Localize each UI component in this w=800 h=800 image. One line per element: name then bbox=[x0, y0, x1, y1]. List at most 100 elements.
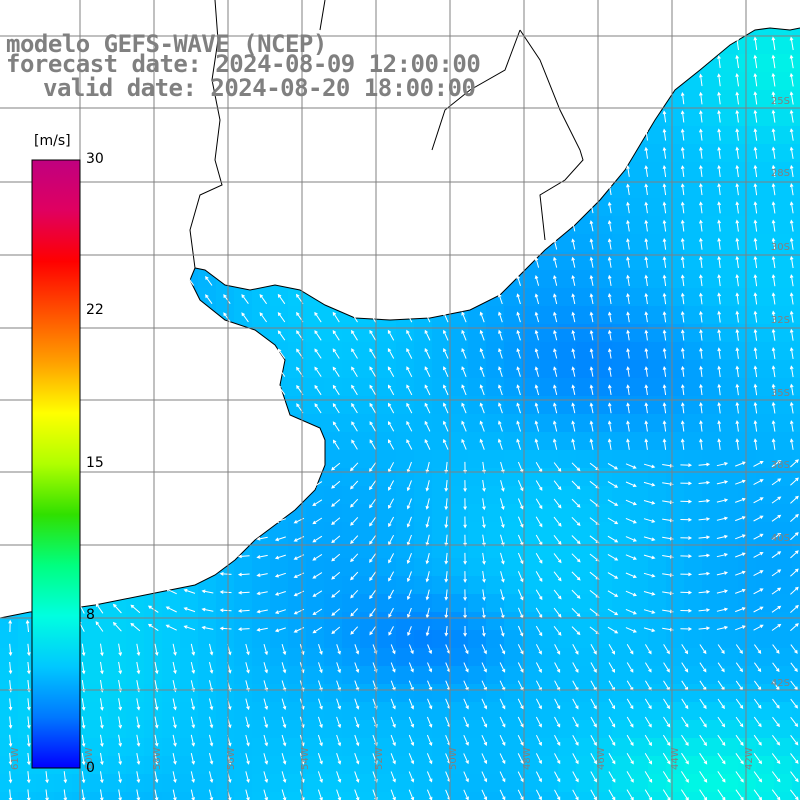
speed-cell bbox=[234, 558, 253, 577]
speed-cell bbox=[684, 576, 703, 595]
wind-arrow bbox=[790, 753, 799, 764]
wind-arrow bbox=[461, 366, 467, 377]
wind-arrow bbox=[717, 347, 722, 359]
speed-cell bbox=[558, 576, 577, 595]
wind-arrow bbox=[461, 347, 467, 359]
wind-arrow bbox=[183, 607, 196, 613]
wind-arrow bbox=[26, 771, 31, 784]
speed-cell bbox=[792, 504, 800, 523]
wind-arrow bbox=[553, 274, 558, 286]
speed-cell bbox=[756, 324, 775, 343]
wind-arrow bbox=[406, 571, 412, 583]
wind-arrow bbox=[789, 420, 794, 432]
wind-arrow bbox=[590, 662, 597, 673]
speed-cell bbox=[540, 504, 559, 523]
wind-arrow bbox=[498, 402, 503, 414]
wind-arrow bbox=[772, 662, 780, 673]
wind-arrow bbox=[390, 716, 396, 729]
wind-arrow bbox=[590, 716, 597, 728]
speed-cell bbox=[720, 666, 739, 685]
speed-cell bbox=[360, 450, 379, 469]
wind-arrow bbox=[608, 716, 616, 728]
speed-cell bbox=[612, 774, 631, 793]
wind-arrow bbox=[789, 310, 794, 323]
speed-cell bbox=[522, 414, 541, 433]
colorbar-tick-15: 15 bbox=[86, 455, 104, 471]
speed-cell bbox=[612, 720, 631, 739]
speed-cell bbox=[216, 612, 235, 631]
wind-arrow bbox=[571, 626, 581, 636]
speed-cell bbox=[270, 576, 289, 595]
wind-arrow bbox=[100, 661, 104, 675]
speed-cell bbox=[612, 738, 631, 757]
speed-cell bbox=[738, 432, 757, 451]
wind-arrow bbox=[608, 348, 612, 359]
wind-arrow bbox=[717, 771, 726, 783]
wind-arrow bbox=[735, 662, 744, 673]
wind-arrow bbox=[461, 311, 467, 323]
speed-cell bbox=[324, 594, 343, 613]
speed-cell bbox=[342, 504, 361, 523]
wind-arrow bbox=[735, 516, 746, 522]
speed-cell bbox=[396, 648, 415, 667]
wind-arrow bbox=[354, 789, 360, 800]
speed-cell bbox=[522, 504, 541, 523]
wind-arrow bbox=[336, 662, 341, 674]
speed-cell bbox=[468, 756, 487, 775]
wind-arrow bbox=[479, 311, 485, 323]
wind-arrow bbox=[482, 516, 486, 529]
wind-arrow bbox=[274, 572, 286, 578]
wind-arrow bbox=[517, 753, 524, 765]
wind-arrow bbox=[662, 734, 671, 747]
wind-arrow bbox=[8, 752, 13, 766]
wind-arrow bbox=[463, 480, 467, 493]
wind-arrow bbox=[789, 91, 794, 105]
wind-arrow bbox=[753, 365, 758, 378]
wind-arrow bbox=[517, 498, 524, 510]
speed-cell bbox=[792, 594, 800, 613]
wind-arrow bbox=[318, 680, 323, 692]
speed-cell bbox=[144, 756, 163, 775]
wind-arrow bbox=[263, 771, 269, 783]
speed-cell bbox=[198, 594, 217, 613]
wind-arrow bbox=[680, 627, 693, 631]
wind-arrow bbox=[553, 384, 558, 396]
speed-cell bbox=[108, 774, 127, 793]
wind-arrow bbox=[256, 609, 268, 614]
speed-cell bbox=[396, 450, 415, 469]
wind-arrow bbox=[716, 571, 729, 576]
speed-cell bbox=[702, 378, 721, 397]
speed-cell bbox=[378, 522, 397, 541]
speed-cell bbox=[756, 360, 775, 379]
wind-arrow bbox=[572, 644, 579, 655]
speed-cell bbox=[126, 594, 145, 613]
speed-cell bbox=[72, 792, 91, 800]
wind-arrow bbox=[517, 589, 524, 601]
wind-arrow bbox=[354, 644, 360, 655]
wind-arrow bbox=[463, 516, 467, 529]
speed-cell bbox=[594, 432, 613, 451]
speed-cell bbox=[414, 594, 433, 613]
speed-cell bbox=[504, 522, 523, 541]
wind-arrow bbox=[625, 608, 637, 615]
speed-cell bbox=[450, 666, 469, 685]
wind-arrow bbox=[699, 752, 708, 765]
wind-arrow bbox=[463, 552, 467, 565]
lon-label: 61W bbox=[10, 747, 21, 770]
wind-arrow bbox=[45, 789, 49, 800]
speed-cell bbox=[342, 630, 361, 649]
wind-arrow bbox=[406, 516, 412, 528]
wind-arrow bbox=[644, 256, 649, 268]
speed-cell bbox=[756, 576, 775, 595]
speed-cell bbox=[342, 648, 361, 667]
speed-cell bbox=[576, 270, 595, 289]
wind-arrow bbox=[717, 383, 722, 396]
wind-arrow bbox=[698, 590, 711, 594]
speed-cell bbox=[378, 720, 397, 739]
speed-cell bbox=[774, 90, 793, 109]
speed-cell bbox=[522, 270, 541, 289]
wind-arrow bbox=[680, 237, 685, 250]
speed-cell bbox=[630, 432, 649, 451]
wind-arrow bbox=[571, 329, 576, 341]
wind-arrow bbox=[643, 518, 656, 523]
